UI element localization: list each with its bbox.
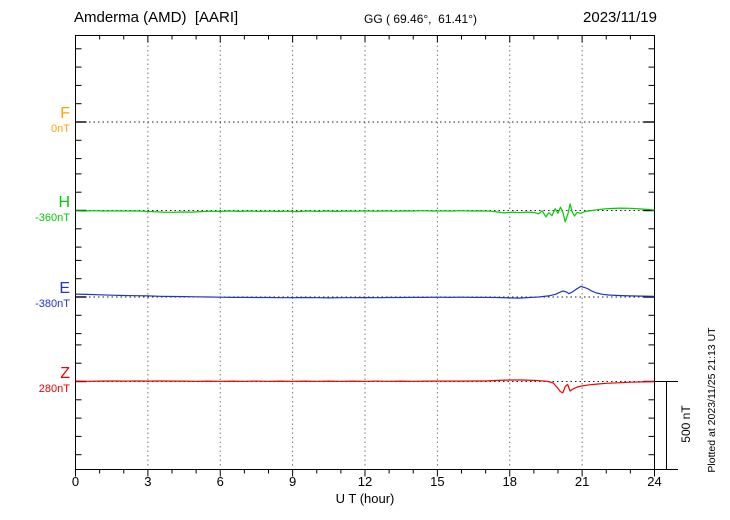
grid-layer xyxy=(75,36,655,469)
x-tick-label: 6 xyxy=(216,474,224,489)
x-tick-label: 15 xyxy=(430,474,445,489)
geographic-coordinates: GG ( 69.46°, 61.41°) xyxy=(364,12,477,26)
plot-date: 2023/11/19 xyxy=(583,9,657,26)
trace-z xyxy=(75,379,655,394)
trace-h xyxy=(75,203,655,223)
station-title: Amderma (AMD) [AARI] xyxy=(74,9,239,26)
x-axis-title: U T (hour) xyxy=(335,491,395,506)
trace-layer xyxy=(75,203,655,394)
x-tick-label: 3 xyxy=(144,474,152,489)
trace-e xyxy=(75,285,655,299)
scale-bar-label: 500 nT xyxy=(679,405,693,443)
component-letter: E xyxy=(59,280,70,297)
component-label-e: E -380nT xyxy=(0,280,70,310)
component-baseline-value: -380nT xyxy=(35,298,70,310)
scale-bar xyxy=(654,381,678,470)
component-baseline-value: -360nT xyxy=(35,211,70,224)
component-letter: H xyxy=(58,193,70,211)
x-tick-label: 24 xyxy=(647,474,662,489)
component-baseline-value: 280nT xyxy=(38,382,70,395)
x-tick-label: 9 xyxy=(289,474,297,489)
component-label-h: H -360nT xyxy=(0,194,70,224)
x-tick-label: 18 xyxy=(502,474,517,489)
component-letter: F xyxy=(60,105,70,122)
plotted-at-note: Plotted at 2023/11/25 21:13 UT xyxy=(706,327,718,473)
x-tick-label: 12 xyxy=(357,474,373,489)
x-tick-label: 0 xyxy=(71,474,80,489)
component-label-z: Z 280nT xyxy=(0,365,70,395)
component-letter: Z xyxy=(60,364,70,382)
component-label-f: F 0nT xyxy=(0,105,70,135)
component-baseline-value: 0nT xyxy=(51,123,70,135)
x-tick-label: 21 xyxy=(574,474,590,489)
